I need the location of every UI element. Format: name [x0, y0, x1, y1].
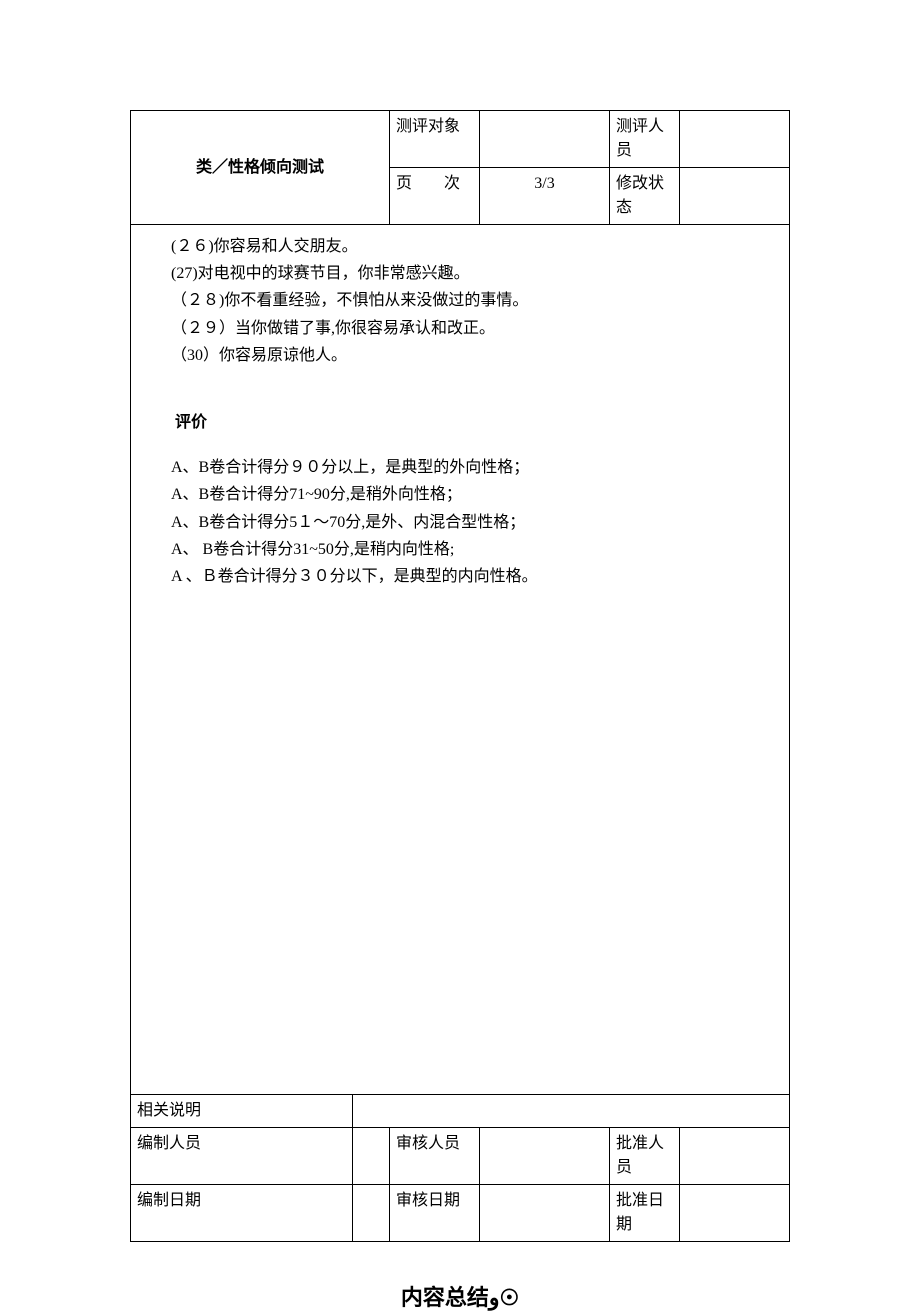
document-table: 类／性格倾向测试 测评对象 测评人员 页 次 3/3 修改状态 (２６)你容易和…: [130, 110, 790, 1242]
value-reviewer: [480, 1128, 610, 1185]
eval-line-5: A 、Ｂ卷合计得分３０分以下，是典型的内向性格。: [171, 563, 749, 590]
label-mod-status: 修改状态: [610, 168, 680, 225]
value-author-date: [352, 1185, 389, 1242]
eval-line-3: A、B卷合计得分5１～70分,是外、内混合型性格；: [171, 509, 749, 536]
item-29: （２９）当你做错了事,你很容易承认和改正。: [171, 315, 749, 342]
value-eval-object: [480, 111, 610, 168]
footer-row-date: 编制日期 审核日期 批准日期: [131, 1185, 790, 1242]
value-approve-date: [680, 1185, 790, 1242]
label-author: 编制人员: [131, 1128, 353, 1185]
label-approve-date: 批准日期: [610, 1185, 680, 1242]
footer-row-staff: 编制人员 审核人员 批准人员: [131, 1128, 790, 1185]
label-evaluator: 测评人员: [610, 111, 680, 168]
item-28: （２８)你不看重经验，不惧怕从来没做过的事情。: [171, 287, 749, 314]
item-26: (２６)你容易和人交朋友。: [171, 233, 749, 260]
doc-title: 类／性格倾向测试: [131, 111, 390, 225]
value-review-date: [480, 1185, 610, 1242]
item-30: （30）你容易原谅他人。: [171, 342, 749, 369]
value-page: 3/3: [480, 168, 610, 225]
label-desc: 相关说明: [131, 1095, 353, 1128]
label-reviewer: 审核人员: [390, 1128, 480, 1185]
value-approver: [680, 1128, 790, 1185]
label-page: 页 次: [390, 168, 480, 225]
value-author: [352, 1128, 389, 1185]
content-cell: (２６)你容易和人交朋友。 (27)对电视中的球赛节目，你非常感兴趣。 （２８)…: [131, 225, 790, 1095]
header-row-1: 类／性格倾向测试 测评对象 测评人员: [131, 111, 790, 168]
label-author-date: 编制日期: [131, 1185, 353, 1242]
label-eval-object: 测评对象: [390, 111, 480, 168]
eval-line-4: A、 B卷合计得分31~50分,是稍内向性格;: [171, 536, 749, 563]
eval-title: 评价: [171, 409, 749, 436]
summary-title: 内容总结و☉: [130, 1280, 790, 1312]
eval-line-2: A、B卷合计得分71~90分,是稍外向性格；: [171, 481, 749, 508]
label-approver: 批准人员: [610, 1128, 680, 1185]
label-review-date: 审核日期: [390, 1185, 480, 1242]
item-27: (27)对电视中的球赛节目，你非常感兴趣。: [171, 260, 749, 287]
value-desc: [352, 1095, 789, 1128]
value-evaluator: [680, 111, 790, 168]
footer-row-desc: 相关说明: [131, 1095, 790, 1128]
eval-line-1: A、B卷合计得分９０分以上，是典型的外向性格；: [171, 454, 749, 481]
value-mod-status: [680, 168, 790, 225]
content-row: (２６)你容易和人交朋友。 (27)对电视中的球赛节目，你非常感兴趣。 （２８)…: [131, 225, 790, 1095]
